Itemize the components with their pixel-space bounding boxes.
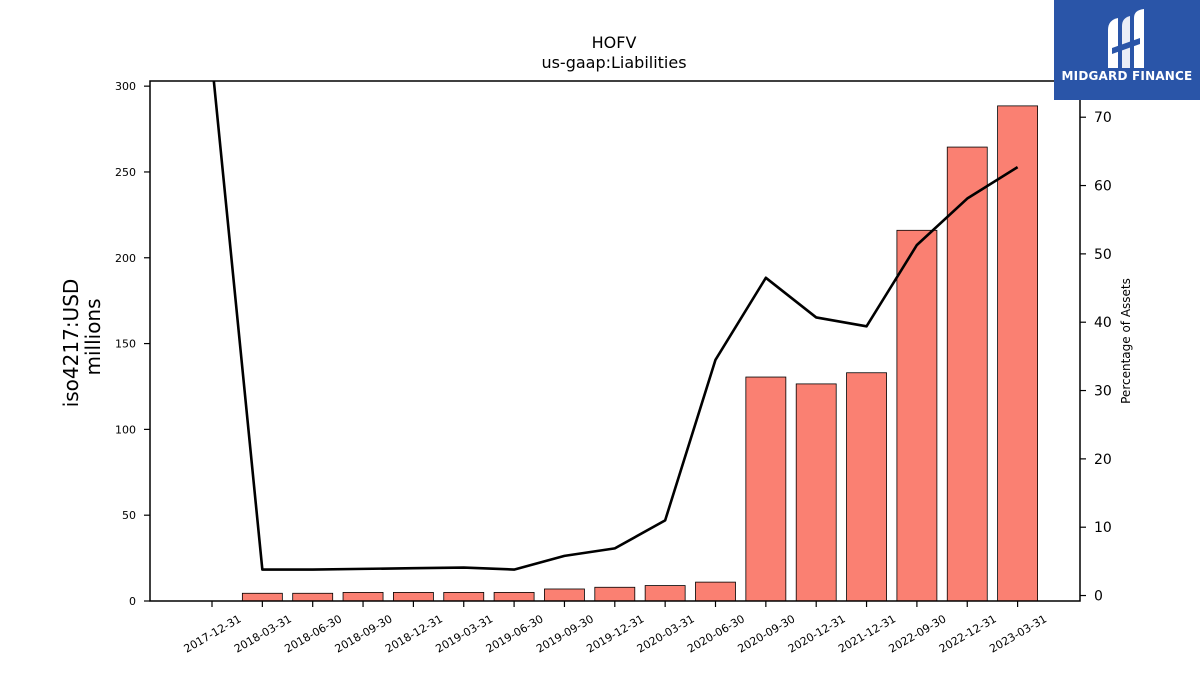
bar-2020-03-31 [644,585,686,602]
bar-2019-09-30 [544,588,585,602]
bar-2018-03-31 [241,592,283,602]
bar-series [241,105,1038,602]
bar-2020-09-30 [745,376,787,602]
bar-2020-06-30 [695,581,736,602]
bar-2023-03-31 [997,105,1038,602]
y-tick-label: 0 [129,595,136,608]
y2-tick-label: 30 [1094,384,1112,400]
bar-2018-06-30 [292,592,334,602]
bar-2022-12-31 [946,146,988,602]
bar-2021-12-31 [846,372,887,602]
y2-axis-label: Percentage of Assets [1119,278,1133,404]
y2-tick-label: 70 [1094,110,1112,126]
y2-tick-label: 10 [1094,520,1112,536]
x-axis: 2017-12-312018-03-312018-06-302018-09-30… [182,601,1049,656]
bar-2020-12-31 [795,383,837,602]
percentage-line [212,81,1019,571]
y-tick-label: 250 [115,166,136,179]
y-tick-label: 150 [115,338,136,351]
y2-tick-label: 40 [1094,315,1112,331]
chart-subtitle: us-gaap:Liabilities [541,53,686,72]
y-axis-label-units: millions [81,298,105,375]
line-series [212,81,1019,571]
y2-tick-label: 60 [1094,179,1112,195]
y-axis-label: iso4217:USD [59,279,83,408]
bar-2018-12-31 [392,592,434,602]
bar-2018-09-30 [342,592,384,602]
y-tick-label: 300 [115,80,136,93]
plot-border [149,80,1081,602]
y2-tick-label: 20 [1094,452,1112,468]
bar-2019-12-31 [594,586,636,602]
plot-frame [149,80,1081,602]
y-axis-right: 0 10 20 30 40 50 60 70 [1080,110,1112,605]
x-tick-label: 2023-03-31 [987,612,1049,655]
midgard-logo-icon [1108,9,1144,68]
bar-2019-06-30 [493,592,535,602]
midgard-finance-logo: MIDGARD FINANCE [1054,0,1200,100]
y2-tick-label: 0 [1094,589,1103,605]
chart-title: HOFV [592,33,637,52]
y-tick-label: 50 [122,509,136,522]
y-tick-label: 100 [115,423,136,436]
logo-text: MIDGARD FINANCE [1061,69,1193,83]
bar-2019-03-31 [443,592,485,602]
y-axis-left: 0 50 100 150 200 250 300 [115,80,150,608]
y-tick-label: 200 [115,252,136,265]
bar-2022-09-30 [896,229,938,602]
y2-tick-label: 50 [1094,247,1112,263]
